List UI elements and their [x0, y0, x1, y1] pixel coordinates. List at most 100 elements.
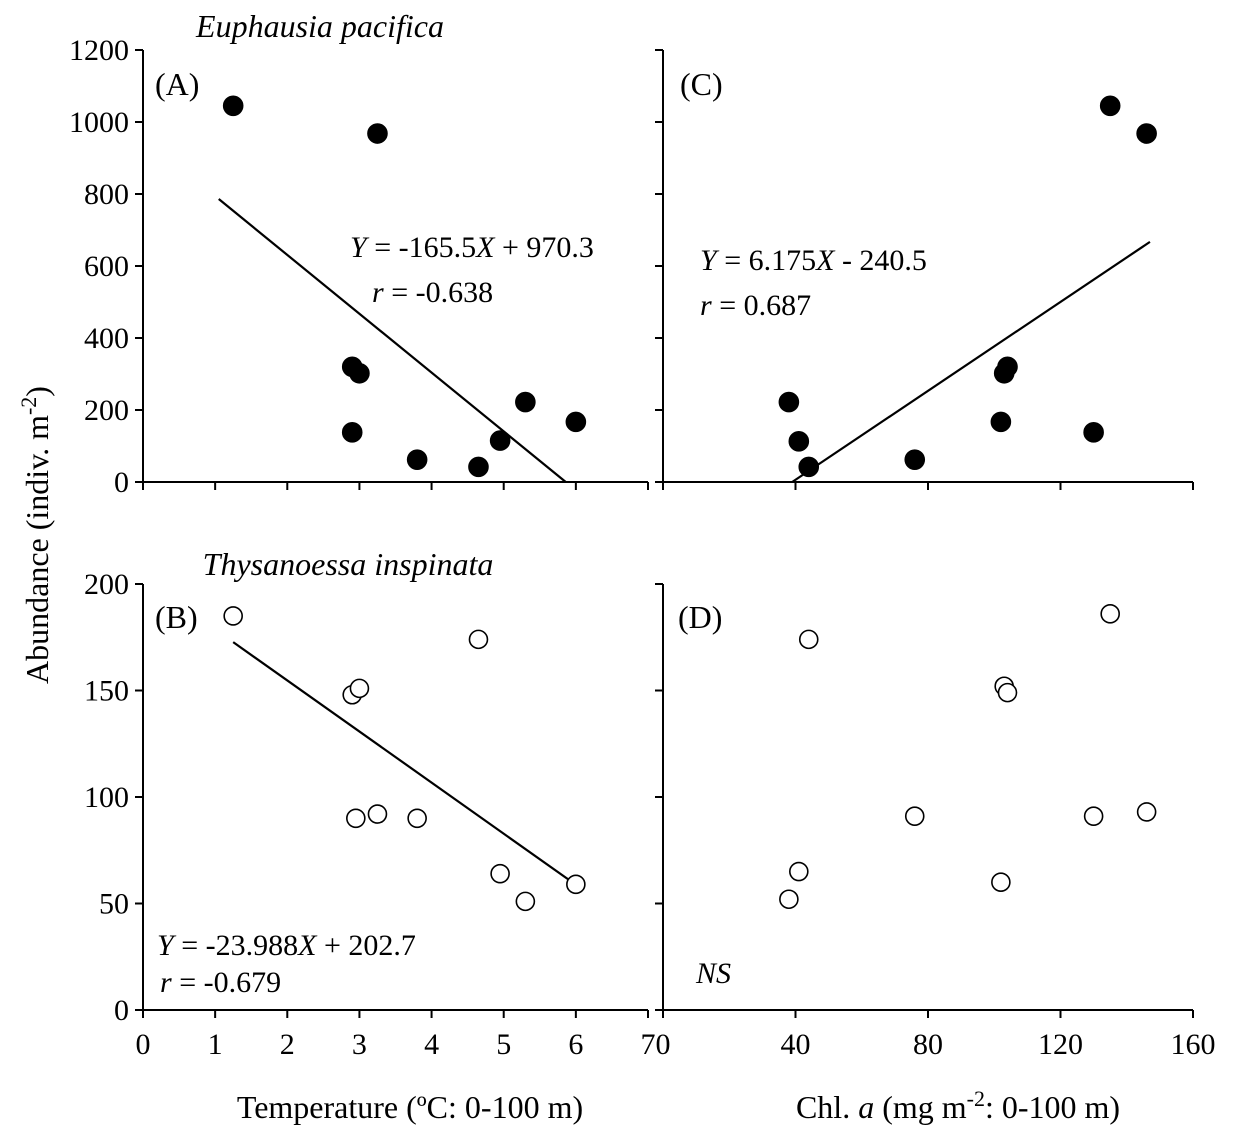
r-value: = -0.638: [384, 276, 493, 309]
equation-intercept: + 970.3: [494, 231, 593, 264]
x-axis-title-chl-a-superscript: -2: [967, 1086, 985, 1111]
data-point: [1136, 802, 1157, 822]
equation-intercept: - 240.5: [834, 244, 927, 277]
y-tick-label: 200: [84, 568, 129, 601]
y-tick-label: 0: [114, 994, 129, 1027]
data-point: [779, 889, 799, 910]
equation-x: X: [815, 244, 836, 277]
data-point: [468, 629, 489, 650]
equation-slope: = 6.175: [717, 244, 816, 277]
data-point: [1136, 123, 1157, 144]
data-point: [489, 430, 511, 451]
x-tick-label: 0: [656, 1028, 671, 1061]
data-point: [565, 411, 587, 433]
equation-x: X: [297, 929, 318, 962]
data-point: [468, 456, 489, 478]
data-point: [406, 449, 428, 470]
regression-equation: Y = -23.988X + 202.7: [157, 929, 416, 962]
data-point: [788, 431, 810, 452]
regression-line: [791, 240, 1151, 483]
equation-y: Y: [700, 244, 720, 277]
panel-c: (C) Y = 6.175X - 240.5 r = 0.687: [655, 49, 1194, 490]
x-axis-title-chl-a-mid: (mg m: [874, 1089, 967, 1125]
correlation-coefficient: r = 0.687: [700, 289, 811, 322]
data-point: [1083, 806, 1104, 826]
x-tick-label: 1: [208, 1028, 223, 1061]
species-title: Thysanoessa inspinata: [203, 546, 494, 582]
x-tick-label: 120: [1038, 1028, 1083, 1061]
data-point: [341, 422, 363, 443]
data-point: [904, 449, 926, 470]
data-point: [515, 391, 536, 413]
data-point: [349, 678, 370, 699]
equation-y: Y: [350, 231, 370, 264]
data-point: [346, 808, 366, 829]
y-tick-label: 200: [84, 394, 129, 427]
data-point: [991, 872, 1011, 893]
x-axis-title-chl-a-post: : 0-100 m): [985, 1089, 1120, 1125]
equation-x: X: [475, 231, 496, 264]
data-point: [798, 456, 820, 478]
regression-line: [232, 641, 577, 886]
data-point: [1083, 422, 1104, 443]
r-value: = 0.687: [712, 289, 811, 322]
y-tick-label: 400: [84, 322, 129, 355]
x-axis-title-chl-a: Chl. a (mg m-2: 0-100 m): [796, 1086, 1120, 1125]
equation-slope: = -165.5: [367, 231, 476, 264]
panel-a: 0 200 400 600 800 1000 1200 (A) Euphausia pacifi…: [69, 8, 649, 499]
data-point: [367, 804, 388, 824]
x-axis-title-chl-a-pre: Chl.: [796, 1089, 858, 1125]
correlation-coefficient: r = -0.638: [372, 276, 493, 309]
y-axis-title: Abundance (indiv. m-2): [16, 386, 55, 684]
y-axis-title-main: Abundance (indiv. m: [19, 415, 55, 684]
equation-y: Y: [157, 929, 177, 962]
data-point: [997, 682, 1018, 703]
equation-slope: = -23.988: [174, 929, 298, 962]
panel-b: 0 50 100 150 200 0 1 2 3 4 5 6 7 (B)Thysanoessa inspi…: [84, 546, 656, 1061]
data-point: [789, 861, 809, 882]
data-point: [222, 95, 244, 117]
correlation-coefficient: r = -0.679: [160, 966, 281, 999]
r-symbol: r: [160, 966, 172, 999]
x-tick-label: 3: [352, 1028, 367, 1061]
x-tick-label: 4: [424, 1028, 439, 1061]
r-value: = -0.679: [172, 966, 281, 999]
x-tick-label: 2: [280, 1028, 295, 1061]
panel-label-b: (B): [155, 599, 198, 635]
panel-label-d: (D): [678, 599, 722, 635]
panel-label-a: (A): [155, 66, 199, 102]
data-point: [490, 863, 510, 884]
x-tick-label: 80: [913, 1028, 943, 1061]
species-title: Euphausia pacifica: [195, 8, 444, 44]
x-tick-label: 40: [781, 1028, 811, 1061]
data-point: [990, 411, 1012, 433]
y-tick-label: 800: [84, 178, 129, 211]
y-tick-label: 0: [114, 466, 129, 499]
data-point: [993, 362, 1015, 384]
panel-label-c: (C): [680, 66, 723, 102]
data-point: [1100, 604, 1120, 624]
data-point: [407, 808, 427, 829]
regression-equation: Y = 6.175X - 240.5: [700, 244, 927, 277]
y-tick-label: 100: [84, 781, 129, 814]
data-point: [1099, 95, 1121, 117]
data-point: [349, 362, 370, 384]
r-symbol: r: [700, 289, 712, 322]
y-tick-label: 50: [99, 888, 129, 921]
y-tick-label: 1200: [69, 34, 129, 67]
data-point: [223, 606, 243, 626]
data-point: [367, 123, 388, 144]
y-axis-title-superscript: -2: [16, 397, 41, 415]
data-point: [798, 629, 819, 650]
data-point: [515, 891, 536, 912]
equation-intercept: + 202.7: [316, 929, 415, 962]
x-tick-label: 0: [136, 1028, 151, 1061]
r-symbol: r: [372, 276, 384, 309]
x-axis-title-chl-a-italic: a: [858, 1089, 874, 1125]
x-tick-label: 160: [1171, 1028, 1216, 1061]
not-significant-annotation: NS: [695, 957, 731, 990]
y-tick-label: 600: [84, 250, 129, 283]
data-point: [566, 874, 586, 895]
regression-equation: Y = -165.5X + 970.3: [350, 231, 594, 264]
